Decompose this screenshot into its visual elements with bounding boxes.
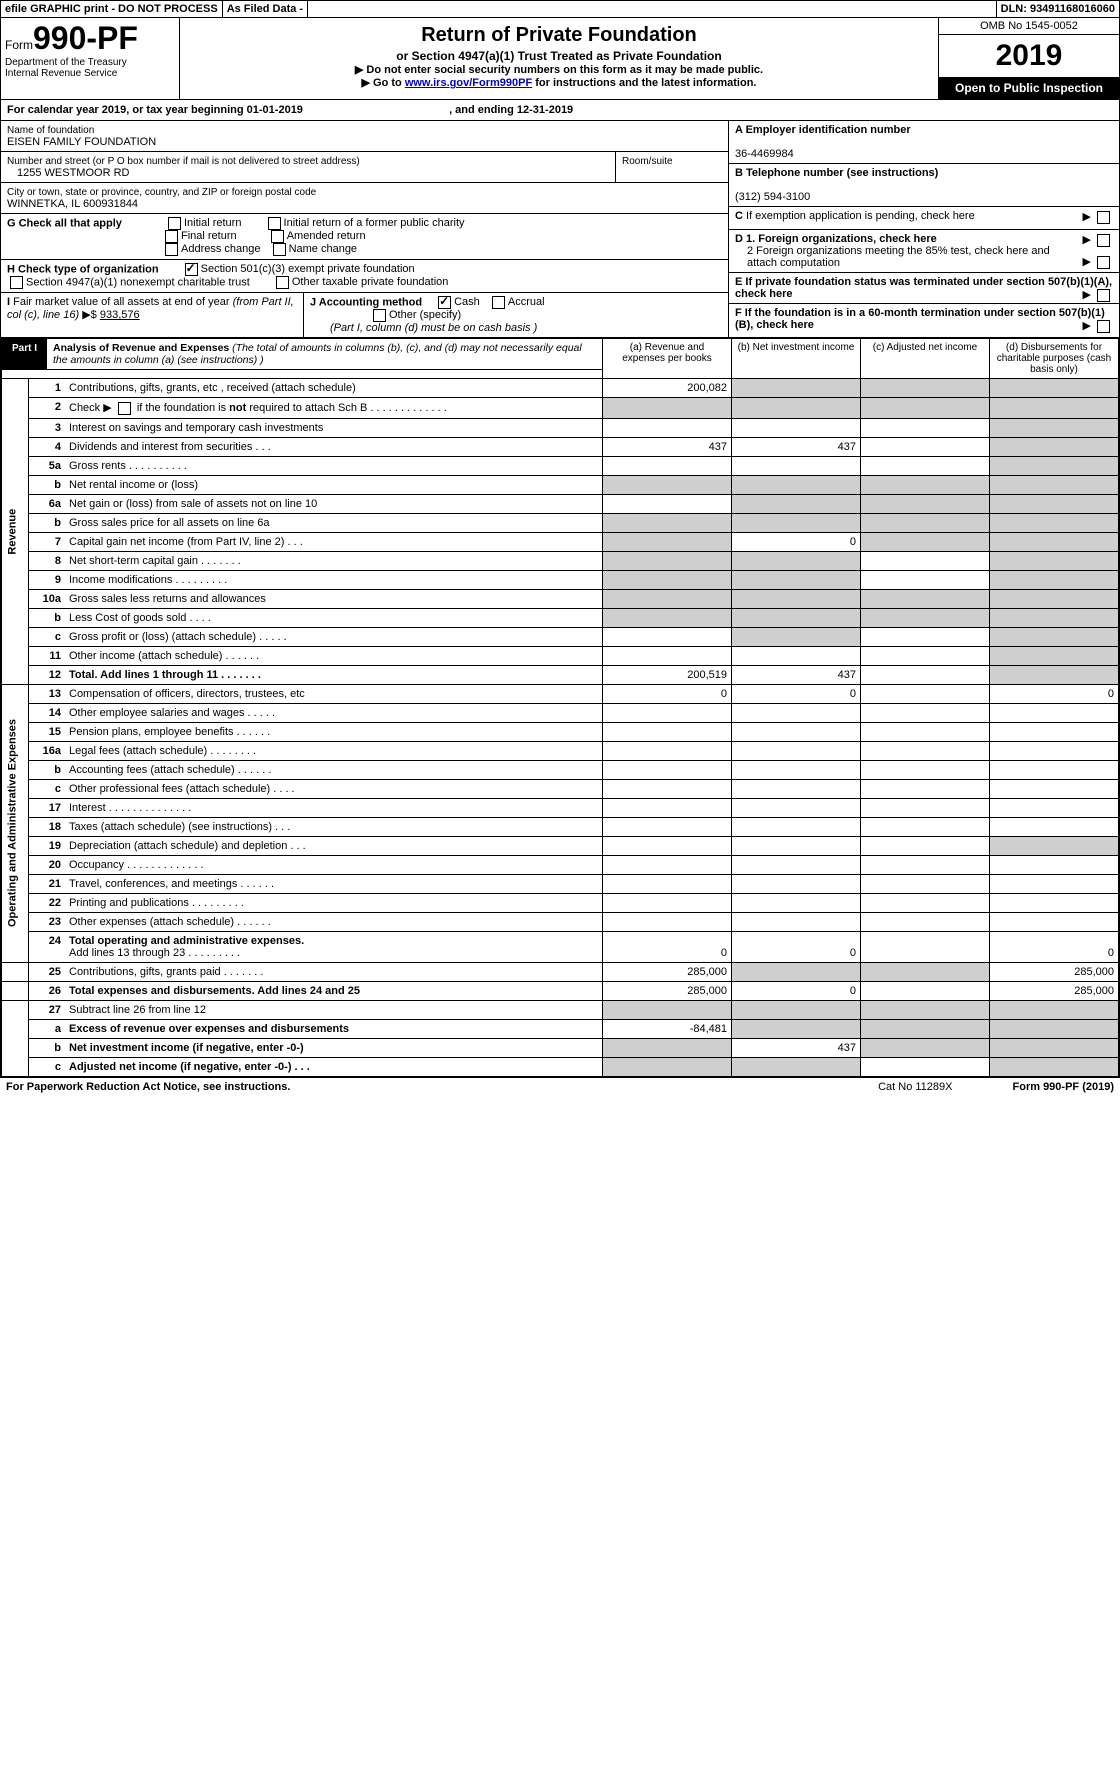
col-d-header: (d) Disbursements for charitable purpose… <box>990 339 1119 379</box>
revenue-side-label: Revenue <box>2 379 29 685</box>
checkbox-501c3[interactable] <box>185 263 198 276</box>
calendar-year-row: For calendar year 2019, or tax year begi… <box>1 100 1119 121</box>
ein-value: 36-4469984 <box>735 148 794 160</box>
city-label: City or town, state or province, country… <box>7 187 316 198</box>
omb-number: OMB No 1545-0052 <box>939 18 1119 35</box>
section-c: C If exemption application is pending, c… <box>729 207 1119 230</box>
fmv-value: 933,576 <box>100 309 140 321</box>
form-header: Form990-PF Department of the Treasury In… <box>1 18 1119 100</box>
form-container: efile GRAPHIC print - DO NOT PROCESS As … <box>0 0 1120 1078</box>
page-footer: For Paperwork Reduction Act Notice, see … <box>0 1078 1120 1096</box>
section-e: E If private foundation status was termi… <box>729 273 1119 304</box>
irs-link[interactable]: www.irs.gov/Form990PF <box>405 77 532 89</box>
name-label: Name of foundation <box>7 125 94 136</box>
form-subtitle: or Section 4947(a)(1) Trust Treated as P… <box>184 49 934 63</box>
street-address: 1255 WESTMOOR RD <box>7 167 129 179</box>
section-i-j: I Fair market value of all assets at end… <box>1 293 728 337</box>
form-ref: Form 990-PF (2019) <box>1013 1081 1115 1093</box>
dln: DLN: 93491168016060 <box>997 1 1119 17</box>
as-filed-label: As Filed Data - <box>223 1 308 17</box>
phone-value: (312) 594-3100 <box>735 191 810 203</box>
foundation-name: EISEN FAMILY FOUNDATION <box>7 136 156 148</box>
checkbox-accrual[interactable] <box>492 296 505 309</box>
tax-year: 2019 <box>939 35 1119 77</box>
top-bar: efile GRAPHIC print - DO NOT PROCESS As … <box>1 1 1119 18</box>
phone-label: B Telephone number (see instructions) <box>735 167 938 179</box>
instructions-link-row: ▶ Go to www.irs.gov/Form990PF for instru… <box>184 76 934 89</box>
ssn-warning: ▶ Do not enter social security numbers o… <box>184 63 934 76</box>
cat-number: Cat No 11289X <box>878 1081 952 1093</box>
checkbox-cash[interactable] <box>438 296 451 309</box>
addr-label: Number and street (or P O box number if … <box>7 156 360 167</box>
paperwork-notice: For Paperwork Reduction Act Notice, see … <box>6 1081 290 1093</box>
part1-table: Part I Analysis of Revenue and Expenses … <box>1 338 1119 1077</box>
checkbox-4947[interactable] <box>10 276 23 289</box>
city-state-zip: WINNETKA, IL 600931844 <box>7 198 138 210</box>
entity-info: Name of foundation EISEN FAMILY FOUNDATI… <box>1 121 1119 338</box>
room-label: Room/suite <box>622 156 673 167</box>
form-title: Return of Private Foundation <box>184 24 934 47</box>
col-c-header: (c) Adjusted net income <box>861 339 990 379</box>
irs-label: Internal Revenue Service <box>5 68 175 79</box>
section-g: G Check all that apply Initial return In… <box>1 214 728 260</box>
ein-label: A Employer identification number <box>735 124 911 136</box>
checkbox-other-taxable[interactable] <box>276 276 289 289</box>
section-h: H Check type of organization Section 501… <box>1 260 728 293</box>
col-b-header: (b) Net investment income <box>732 339 861 379</box>
treasury-dept: Department of the Treasury <box>5 57 175 68</box>
col-a-header: (a) Revenue and expenses per books <box>603 339 732 379</box>
expenses-side-label: Operating and Administrative Expenses <box>2 684 29 962</box>
section-f: F If the foundation is in a 60-month ter… <box>729 304 1119 334</box>
form-number: Form990-PF <box>5 20 175 57</box>
part1-label: Part I <box>2 339 47 369</box>
open-inspection: Open to Public Inspection <box>939 77 1119 99</box>
efile-notice: efile GRAPHIC print - DO NOT PROCESS <box>1 1 223 17</box>
section-d: D 1. Foreign organizations, check here▶ … <box>729 230 1119 273</box>
checkbox-other-method[interactable] <box>373 309 386 322</box>
